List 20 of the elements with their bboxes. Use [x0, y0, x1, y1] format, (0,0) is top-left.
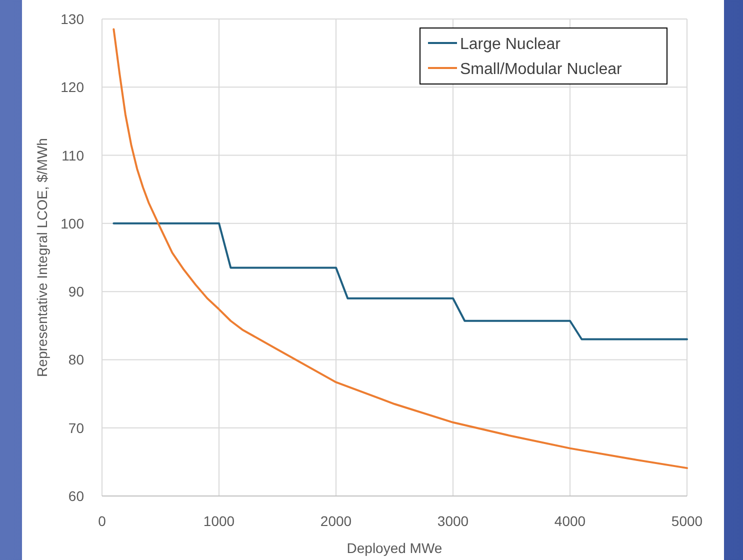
y-tick-label: 100: [60, 215, 84, 232]
line-series: [112, 28, 688, 470]
x-tick-label: 3000: [437, 513, 469, 529]
y-tick-label: 90: [68, 284, 84, 300]
legend-label: Large Nuclear: [460, 36, 562, 53]
line-series: [112, 222, 688, 340]
y-tick-label: 110: [62, 147, 84, 164]
x-tick-label: 4000: [554, 513, 586, 529]
x-tick-label: 2000: [320, 513, 352, 529]
y-axis-title: Representative Integral LCOE, $/MWh: [34, 138, 50, 377]
y-tick-label: 130: [60, 11, 84, 27]
y-tick-label: 60: [68, 488, 84, 504]
y-tick-label: 70: [68, 420, 84, 436]
legend-label: Small/Modular Nuclear: [460, 61, 623, 78]
x-tick-label: 5000: [671, 513, 703, 529]
x-tick-label: 1000: [203, 513, 235, 529]
y-tick-label: 80: [68, 352, 84, 368]
y-tick-label: 120: [60, 79, 84, 96]
x-axis-title: Deployed MWe: [346, 540, 442, 556]
x-tick-label: 0: [98, 513, 106, 529]
